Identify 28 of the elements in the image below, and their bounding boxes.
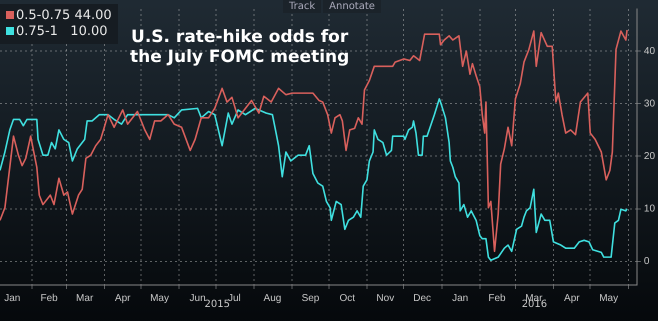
- x-tick-label: Jun: [190, 292, 206, 304]
- x-tick-label: May: [599, 292, 618, 304]
- legend-label: 0.75-1 10.00: [16, 24, 108, 39]
- x-tick-label: Jan: [4, 292, 20, 304]
- x-tick-label: Jan: [452, 292, 468, 304]
- annotation: Annotate: [323, 0, 381, 13]
- annotation: Track: [283, 0, 322, 13]
- x-tick-label: Oct: [339, 292, 356, 304]
- y-tick-label: 30: [644, 98, 656, 110]
- x-tick-label: Jul: [228, 292, 241, 304]
- x-tick-label: Feb: [40, 292, 58, 304]
- x-tick-label: Nov: [376, 292, 394, 304]
- x-tick-label: Feb: [488, 292, 506, 304]
- y-tick-label: 10: [644, 204, 656, 215]
- y-tick-label: 0: [644, 256, 650, 268]
- x-tick-label: May: [150, 292, 169, 304]
- x-tick-label: Sep: [302, 292, 320, 304]
- x-tick-label: Apr: [114, 292, 132, 304]
- y-tick-label: 40: [644, 46, 656, 57]
- x-tick-label: Mar: [76, 292, 94, 304]
- text: 2015: [204, 299, 230, 310]
- legend-label: 0.5-0.75 44.00: [16, 8, 112, 23]
- y-tick-label: 20: [644, 150, 656, 162]
- x-tick-label: Apr: [564, 292, 580, 304]
- x-tick-label: Aug: [264, 292, 282, 304]
- text: 2016: [522, 299, 548, 310]
- text: U.S. rate-hike odds for the July FOMC meeting: [130, 27, 350, 67]
- x-tick-label: Dec: [413, 292, 432, 304]
